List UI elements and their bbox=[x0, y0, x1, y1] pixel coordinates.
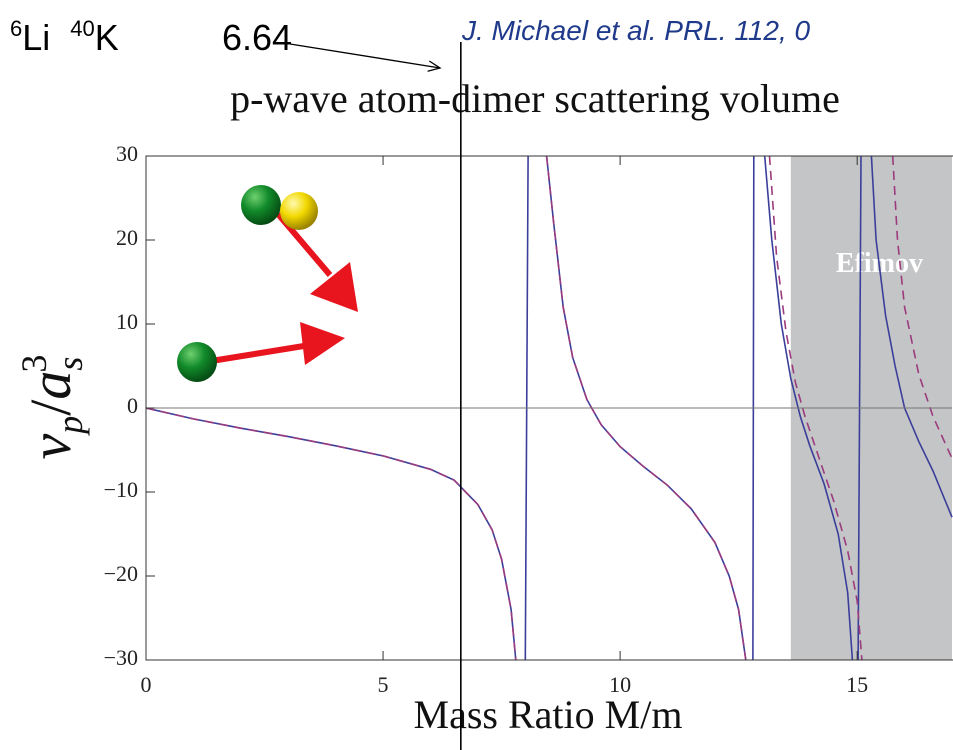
chart-title: p-wave atom-dimer scattering volume bbox=[230, 76, 840, 121]
green-atom bbox=[241, 185, 281, 225]
ylabel-part: p bbox=[50, 416, 90, 437]
isotope-symbol: K bbox=[95, 17, 119, 58]
isotope-label: 6Li 40K bbox=[10, 16, 119, 58]
x-tick-label: 0 bbox=[141, 672, 152, 697]
green-atom bbox=[177, 342, 217, 382]
y-tick-label: −20 bbox=[104, 561, 138, 586]
y-tick-label: −30 bbox=[104, 645, 138, 670]
isotope-mass: 40 bbox=[70, 16, 94, 41]
y-axis-label: vp/as3 bbox=[14, 355, 90, 460]
citation: J. Michael et al. PRL. 112, 0 bbox=[461, 15, 811, 46]
y-tick-label: 10 bbox=[116, 309, 138, 334]
yellow-atom bbox=[280, 192, 318, 230]
annotation-arrow bbox=[289, 43, 440, 68]
x-axis-label: Mass Ratio M/m bbox=[414, 692, 683, 737]
y-tick-label: 20 bbox=[116, 225, 138, 250]
x-tick-label: 10 bbox=[609, 672, 631, 697]
isotope-symbol: Li bbox=[22, 17, 50, 58]
isotope-mass: 6 bbox=[10, 16, 22, 41]
ylabel-part: s bbox=[50, 357, 90, 371]
arrow-shaft bbox=[204, 342, 311, 365]
molecule-illustration bbox=[177, 185, 358, 382]
arrow-head bbox=[310, 262, 358, 312]
spacer bbox=[60, 17, 70, 58]
y-tick-label: −10 bbox=[104, 477, 138, 502]
ylabel-part: a bbox=[18, 371, 83, 400]
x-tick-label: 15 bbox=[846, 672, 868, 697]
ylabel-part: 3 bbox=[14, 355, 54, 373]
ylabel-part: v bbox=[18, 433, 83, 459]
y-tick-label: 30 bbox=[116, 141, 138, 166]
arrow-head bbox=[300, 322, 345, 365]
y-tick-label: 0 bbox=[127, 393, 138, 418]
ylabel-part: / bbox=[18, 399, 83, 416]
series-line bbox=[146, 156, 953, 660]
x-tick-label: 5 bbox=[378, 672, 389, 697]
marker-label: 6.64 bbox=[222, 17, 292, 58]
